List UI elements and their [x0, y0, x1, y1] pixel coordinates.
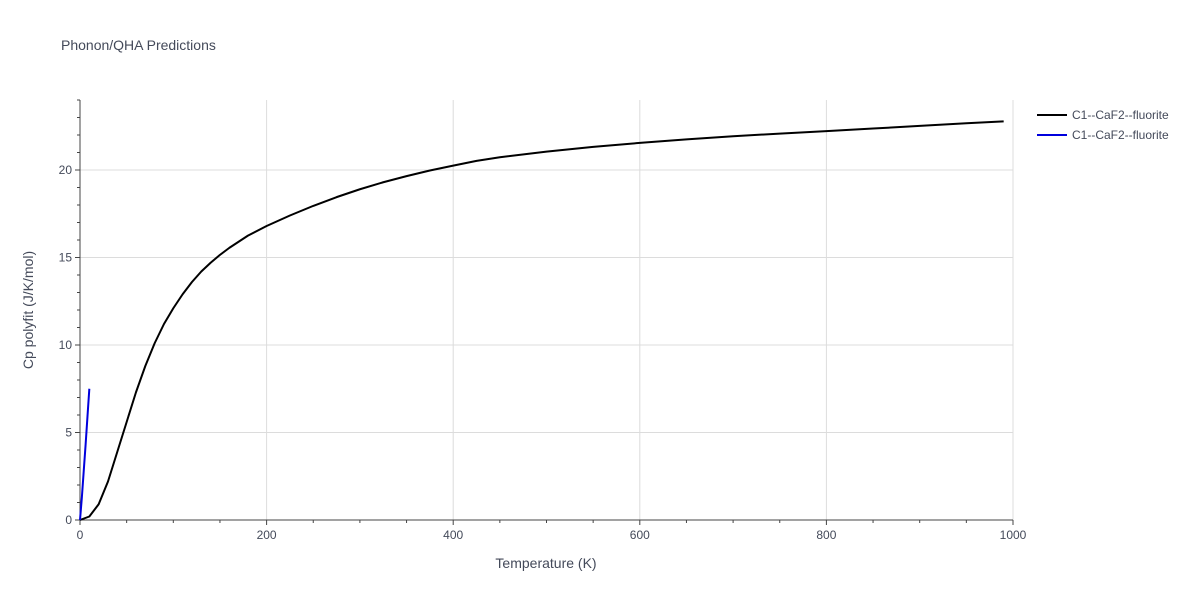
- x-tick-label: 1000: [1000, 528, 1027, 542]
- x-tick-label: 800: [816, 528, 836, 542]
- legend-item-0[interactable]: C1--CaF2--fluorite: [1037, 108, 1169, 122]
- x-axis-title: Temperature (K): [495, 555, 596, 571]
- legend-label: C1--CaF2--fluorite: [1072, 108, 1169, 122]
- x-tick-label: 400: [443, 528, 463, 542]
- legend[interactable]: C1--CaF2--fluorite C1--CaF2--fluorite: [1037, 108, 1169, 142]
- y-tick-label: 10: [59, 338, 73, 352]
- legend-item-1[interactable]: C1--CaF2--fluorite: [1037, 128, 1169, 142]
- axes: 0 200 400 600 800 1000 0 5 10 15 20: [59, 99, 1027, 542]
- series-line-0: [79, 120, 1004, 521]
- x-tick-label: 600: [630, 528, 650, 542]
- x-tick-label: 200: [257, 528, 277, 542]
- y-axis-title: Cp polyfit (J/K/mol): [20, 251, 36, 369]
- y-tick-label: 15: [59, 251, 73, 265]
- grid: [80, 100, 1014, 520]
- x-tick-label: 0: [77, 528, 84, 542]
- y-tick-label: 20: [59, 163, 73, 177]
- series-line-1: [79, 388, 91, 521]
- plot-area: [79, 120, 1004, 521]
- chart-title: Phonon/QHA Predictions: [61, 37, 216, 53]
- y-tick-label: 0: [65, 513, 72, 527]
- y-tick-label: 5: [65, 426, 72, 440]
- legend-label: C1--CaF2--fluorite: [1072, 128, 1169, 142]
